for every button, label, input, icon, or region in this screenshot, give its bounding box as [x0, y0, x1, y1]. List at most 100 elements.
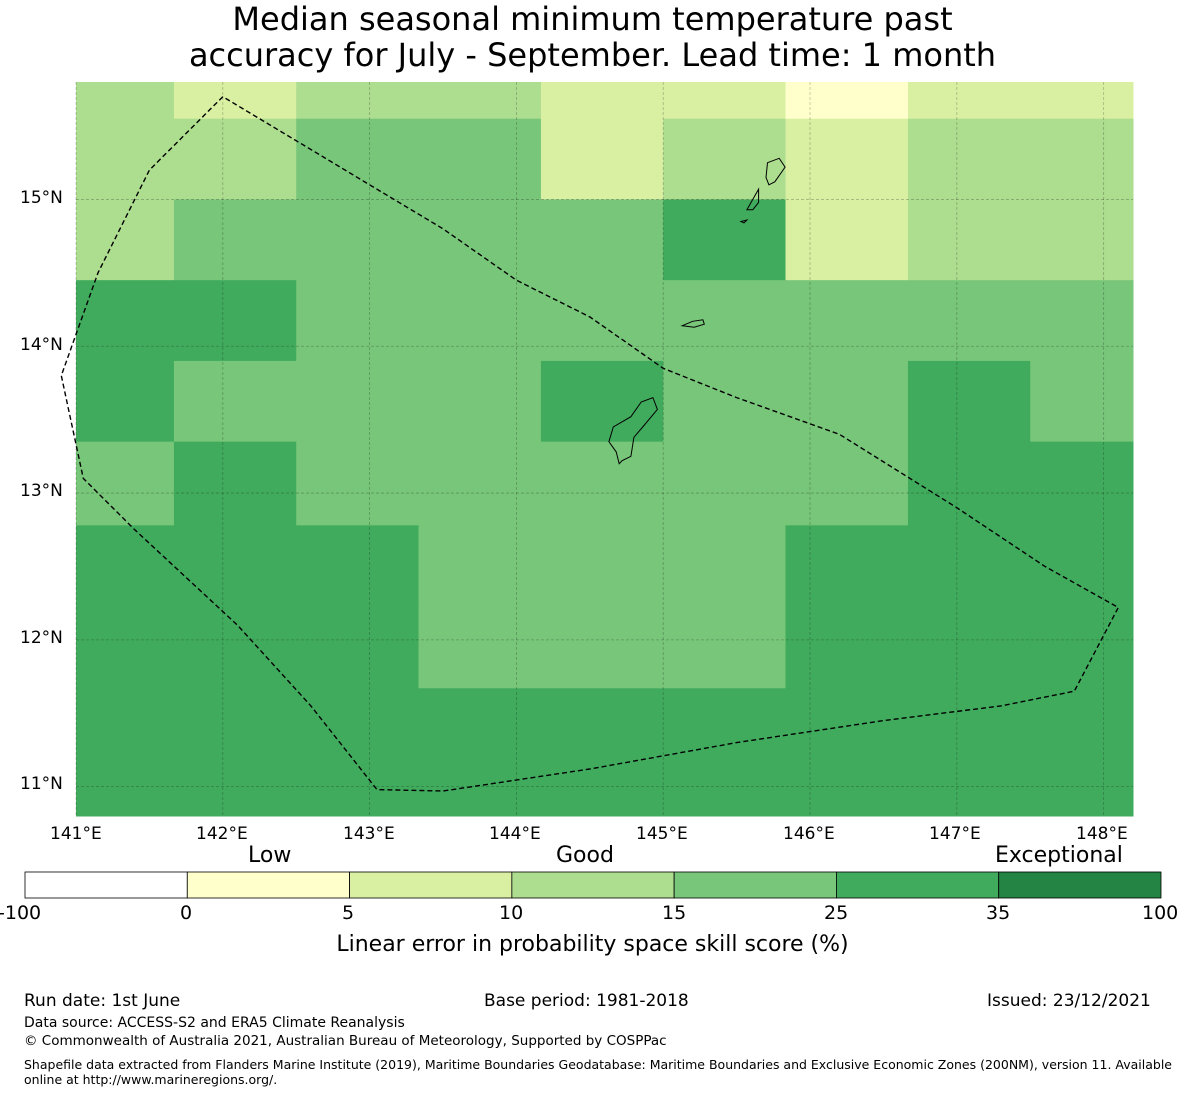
skill-grid-cell	[907, 280, 1031, 362]
skill-grid-cell	[663, 360, 787, 443]
skill-grid-cell	[907, 118, 1031, 200]
data-source: Data source: ACCESS-S2 and ERA5 Climate …	[24, 1015, 405, 1031]
skill-grid-cell	[418, 688, 542, 817]
legend-tick-label: 0	[180, 902, 193, 924]
island-outline	[739, 219, 749, 224]
skill-grid-cell	[663, 607, 787, 689]
skill-grid-cell	[76, 360, 175, 443]
island-outline	[608, 396, 658, 465]
skill-grid-cell	[1030, 199, 1134, 281]
lon-tick-label: 141°E	[50, 824, 102, 844]
skill-grid-cell	[173, 441, 297, 526]
skill-grid-cell	[540, 82, 664, 120]
skill-grid-cell	[785, 525, 909, 609]
chart-title-line-1: Median seasonal minimum temperature past	[232, 0, 953, 38]
shapefile-credit: Shapefile data extracted from Flanders M…	[24, 1057, 1172, 1087]
island-outline	[746, 187, 760, 211]
skill-grid-cell	[907, 82, 1031, 120]
legend-axis-title: Linear error in probability space skill …	[336, 932, 849, 957]
legend-tick-label: -100	[0, 902, 42, 924]
skill-grid-cell	[785, 607, 909, 689]
graticule	[75, 82, 1133, 816]
copyright-notice: © Commonwealth of Australia 2021, Austra…	[24, 1033, 667, 1049]
skill-grid-cell	[76, 199, 175, 281]
legend-tick-label: 25	[824, 902, 849, 924]
skill-grid-cell	[1030, 688, 1134, 817]
skill-grid-cell	[173, 607, 297, 689]
skill-grid-cell	[76, 607, 175, 689]
skill-grid-cell	[76, 525, 175, 609]
skill-grid-cell	[785, 280, 909, 362]
skill-grid-cell	[907, 525, 1031, 609]
skill-grid-cell	[785, 118, 909, 200]
skill-grid-cell	[76, 118, 175, 200]
lon-tick-label: 147°E	[929, 824, 981, 844]
skill-grid-cell	[418, 280, 542, 362]
legend-color-box	[836, 871, 1000, 899]
skill-grid-cell	[418, 118, 542, 200]
skill-grid-cell	[296, 688, 419, 817]
skill-grid-cell	[1030, 280, 1134, 362]
legend-color-box	[511, 871, 675, 899]
lat-tick-label: 12°N	[20, 628, 63, 648]
legend-color-box	[673, 871, 837, 899]
skill-grid-cell	[296, 525, 419, 609]
legend-category-low: Low	[248, 843, 292, 868]
skill-grid-cell	[418, 360, 542, 443]
skill-grid-cell	[296, 199, 419, 281]
lon-tick-label: 146°E	[783, 824, 835, 844]
legend-tick-label: 15	[662, 902, 687, 924]
skill-grid-cell	[76, 441, 175, 526]
skill-grid-cell	[907, 441, 1031, 526]
skill-grid-cell	[1030, 360, 1134, 443]
base-period: Base period: 1981-2018	[484, 991, 689, 1011]
skill-grid-cell	[173, 688, 297, 817]
legend-tick-label: 5	[342, 902, 355, 924]
skill-grid-cell	[540, 607, 664, 689]
skill-grid-cell	[663, 280, 787, 362]
skill-grid-cell	[173, 118, 297, 200]
skill-grid-cell	[663, 199, 787, 281]
legend-color-box	[998, 871, 1162, 899]
skill-grid-cell	[663, 525, 787, 609]
skill-grid-cell	[76, 688, 175, 817]
skill-grid-cell	[540, 199, 664, 281]
skill-grid-cell	[663, 441, 787, 526]
skill-grid-cell	[1030, 525, 1134, 609]
skill-grid-cell	[418, 82, 542, 120]
skill-grid-cell	[76, 280, 175, 362]
chart-title-line-2: accuracy for July - September. Lead time…	[188, 36, 997, 74]
skill-grid-cell	[296, 82, 419, 120]
legend-tick-label: 35	[986, 902, 1011, 924]
legend-color-box	[349, 871, 513, 899]
lon-tick-label: 143°E	[343, 824, 395, 844]
issued-date: Issued: 23/12/2021	[987, 991, 1151, 1011]
skill-grid-cell	[1030, 607, 1134, 689]
skill-grid-cell	[173, 360, 297, 443]
skill-grid-cell	[418, 199, 542, 281]
skill-grid-cell	[296, 607, 419, 689]
skill-grid-cell	[173, 525, 297, 609]
legend-category-good: Good	[556, 843, 614, 868]
skill-grid-cell	[173, 280, 297, 362]
legend-color-box	[24, 871, 188, 899]
island-outline	[765, 157, 786, 186]
lon-tick-label: 144°E	[489, 824, 541, 844]
skill-grid-cell	[907, 688, 1031, 817]
skill-grid-cell	[540, 525, 664, 609]
skill-grid-cell	[907, 360, 1031, 443]
skill-grid-cell	[663, 82, 787, 120]
skill-grid-cell	[1030, 441, 1134, 526]
skill-grid-cell	[785, 441, 909, 526]
legend-tick-label: 100	[1142, 902, 1179, 924]
legend-category-exceptional: Exceptional	[995, 843, 1123, 868]
skill-grid-cell	[296, 441, 419, 526]
lat-tick-label: 13°N	[20, 481, 63, 501]
lat-tick-label: 14°N	[20, 335, 63, 355]
legend-colorbar	[24, 871, 1162, 899]
skill-grid-cell	[173, 199, 297, 281]
eez-boundary	[60, 96, 1120, 792]
lon-tick-label: 142°E	[196, 824, 248, 844]
skill-grid-cell	[907, 199, 1031, 281]
